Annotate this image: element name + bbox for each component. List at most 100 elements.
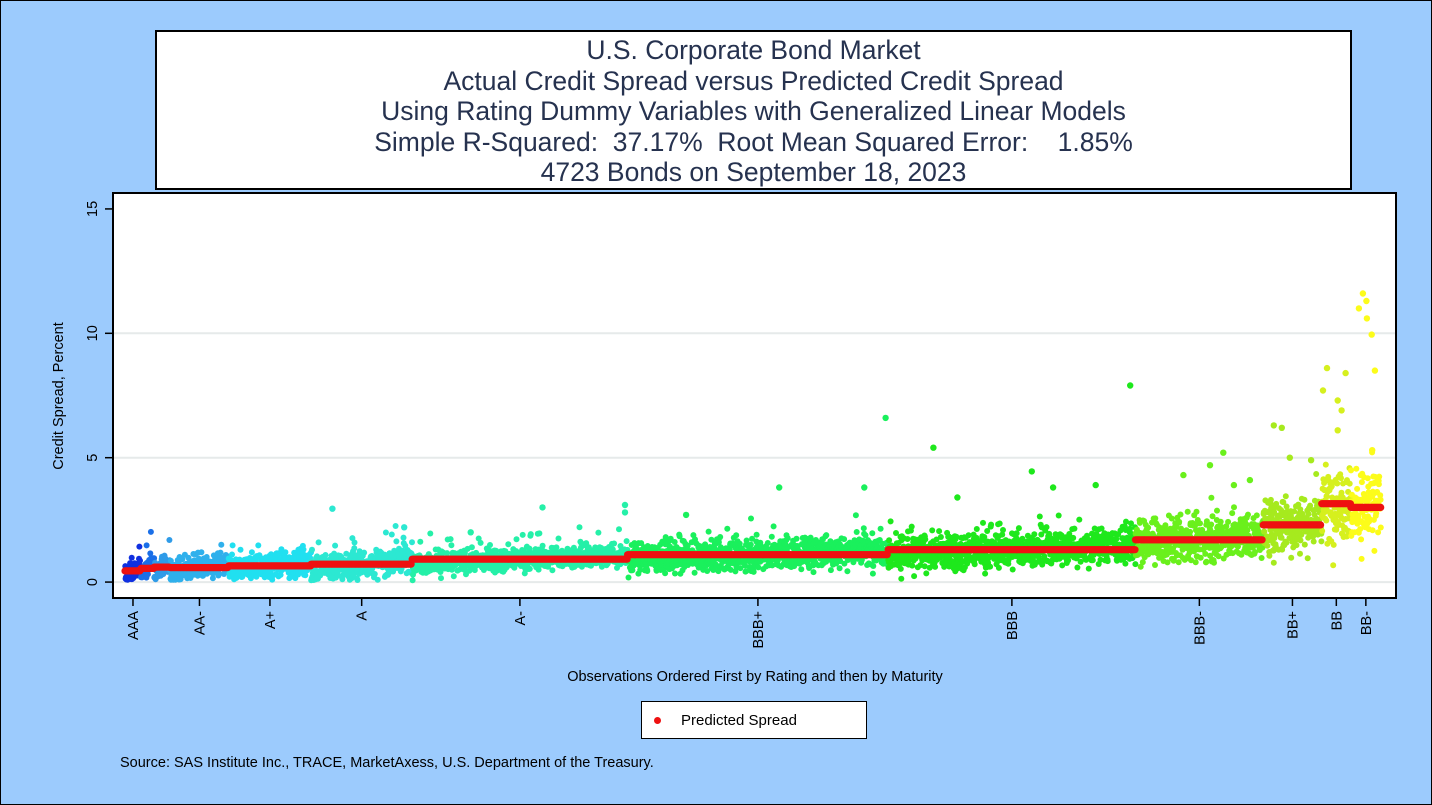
actual-point bbox=[750, 568, 757, 575]
outlier-point bbox=[1342, 369, 1349, 377]
actual-point bbox=[229, 542, 236, 549]
actual-point bbox=[1076, 516, 1083, 523]
outlier-point bbox=[1127, 382, 1134, 389]
outlier-point bbox=[1307, 457, 1315, 464]
actual-point bbox=[1055, 512, 1062, 519]
title-line-2: Actual Credit Spread versus Predicted Cr… bbox=[443, 65, 1064, 96]
outlier-point bbox=[1334, 397, 1341, 404]
actual-point bbox=[897, 565, 904, 572]
actual-point bbox=[1043, 524, 1050, 531]
actual-point bbox=[1323, 517, 1330, 524]
actual-point bbox=[988, 521, 995, 528]
actual-point bbox=[1013, 530, 1020, 537]
actual-point bbox=[726, 546, 733, 553]
actual-point bbox=[595, 529, 602, 536]
actual-point bbox=[887, 518, 894, 525]
actual-point bbox=[672, 570, 678, 577]
outlier-point bbox=[621, 509, 629, 516]
actual-point bbox=[282, 549, 289, 556]
actual-point bbox=[438, 575, 444, 582]
actual-point bbox=[617, 543, 624, 549]
actual-point bbox=[203, 554, 210, 560]
actual-point bbox=[1031, 531, 1038, 538]
actual-point bbox=[1305, 511, 1312, 517]
actual-point bbox=[922, 536, 929, 543]
actual-point bbox=[1376, 473, 1383, 480]
actual-point bbox=[1301, 496, 1308, 503]
actual-point bbox=[209, 575, 216, 582]
title-line-5: 4723 Bonds on September 18, 2023 bbox=[540, 157, 967, 187]
outlier-point bbox=[1334, 427, 1341, 434]
actual-point bbox=[1208, 494, 1215, 501]
actual-point bbox=[637, 566, 644, 573]
actual-point bbox=[616, 526, 622, 533]
actual-point bbox=[505, 541, 512, 548]
outlier-point bbox=[1323, 364, 1331, 372]
actual-point bbox=[409, 539, 415, 546]
actual-point bbox=[923, 570, 930, 577]
actual-point bbox=[1377, 524, 1384, 531]
actual-point bbox=[487, 542, 493, 548]
actual-point bbox=[302, 572, 309, 579]
actual-point bbox=[1176, 518, 1183, 525]
actual-point bbox=[1338, 475, 1344, 482]
actual-point bbox=[598, 563, 605, 570]
outlier-point bbox=[954, 494, 961, 501]
actual-point bbox=[791, 561, 798, 568]
actual-point bbox=[768, 533, 775, 540]
actual-point bbox=[1301, 541, 1308, 548]
actual-point bbox=[195, 555, 202, 562]
actual-point bbox=[1375, 481, 1382, 488]
actual-point bbox=[937, 534, 944, 540]
outlier-point bbox=[682, 511, 690, 519]
actual-point bbox=[644, 568, 651, 574]
actual-point bbox=[807, 534, 814, 541]
actual-point bbox=[1192, 559, 1199, 566]
actual-point bbox=[393, 538, 400, 545]
actual-point bbox=[631, 540, 638, 547]
actual-point bbox=[350, 571, 357, 578]
actual-point bbox=[322, 552, 329, 558]
actual-point bbox=[904, 536, 911, 542]
actual-point bbox=[858, 556, 865, 563]
actual-point bbox=[852, 512, 859, 519]
actual-point bbox=[1036, 513, 1043, 520]
actual-point bbox=[1334, 480, 1341, 487]
outlier-point bbox=[1270, 422, 1278, 429]
outlier-point bbox=[1028, 468, 1036, 475]
actual-point bbox=[755, 564, 762, 571]
actual-point bbox=[147, 528, 154, 535]
actual-point bbox=[388, 531, 395, 538]
actual-point bbox=[417, 538, 424, 545]
actual-point bbox=[1225, 518, 1232, 525]
actual-point bbox=[351, 539, 358, 546]
actual-point bbox=[1152, 562, 1158, 568]
actual-point bbox=[996, 520, 1003, 527]
actual-point bbox=[151, 555, 158, 562]
actual-point bbox=[576, 524, 583, 531]
actual-point bbox=[662, 570, 669, 577]
actual-point bbox=[351, 545, 358, 552]
actual-point bbox=[625, 574, 632, 581]
actual-point bbox=[477, 539, 484, 546]
actual-point bbox=[1346, 480, 1353, 487]
actual-point bbox=[1074, 564, 1081, 571]
outlier-point bbox=[539, 504, 546, 511]
actual-point bbox=[277, 571, 284, 578]
outlier-point bbox=[401, 524, 408, 531]
gridlines bbox=[114, 332, 1395, 584]
title-line-1: U.S. Corporate Bond Market bbox=[586, 35, 921, 65]
outlier-point bbox=[1092, 481, 1099, 489]
outlier-point bbox=[1319, 387, 1327, 394]
outlier-point bbox=[1355, 305, 1363, 312]
actual-point bbox=[1330, 541, 1337, 548]
actual-point bbox=[1217, 518, 1224, 525]
actual-point bbox=[382, 529, 389, 536]
title-line-3: Using Rating Dummy Variables with Genera… bbox=[381, 96, 1126, 126]
actual-point bbox=[402, 542, 409, 549]
actual-point bbox=[1214, 507, 1220, 514]
actual-point bbox=[549, 567, 556, 574]
actual-point bbox=[1297, 550, 1303, 557]
actual-point bbox=[810, 569, 817, 576]
actual-point bbox=[179, 556, 186, 563]
